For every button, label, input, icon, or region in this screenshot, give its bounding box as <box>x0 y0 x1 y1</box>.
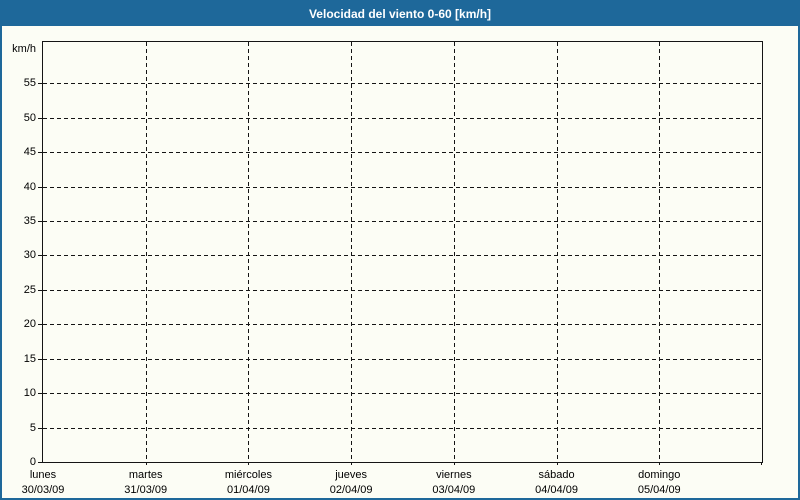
y-tick <box>38 358 42 360</box>
x-gridline <box>351 42 353 462</box>
y-tick-label: 15 <box>23 352 36 365</box>
x-day-label: martes <box>128 469 163 481</box>
x-date-label: 01/04/09 <box>227 484 270 496</box>
y-gridline <box>43 117 762 119</box>
x-day-label: sábado <box>538 469 575 481</box>
x-tick <box>145 462 147 465</box>
x-axis-label: sábado 04/04/09 <box>505 468 609 498</box>
x-gridline <box>659 42 661 462</box>
x-date-label: 04/04/09 <box>535 484 578 496</box>
y-gridline <box>43 324 762 326</box>
x-day-label: jueves <box>335 469 368 481</box>
y-tick-label: 35 <box>23 215 36 228</box>
y-tick-label: 50 <box>23 111 36 124</box>
x-date-label: 02/04/09 <box>329 484 373 496</box>
x-day-label: viernes <box>436 469 472 481</box>
x-tick <box>351 462 353 465</box>
y-gridline <box>43 358 762 360</box>
y-gridline <box>43 152 762 154</box>
chart-title: Velocidad del viento 0-60 [km/h] <box>308 7 492 21</box>
plot-area: 0 5 10 15 20 25 30 35 40 45 50 55 km/h lunes 30/03/09 m… <box>12 41 763 496</box>
y-tick <box>38 324 42 326</box>
y-tick-label: 10 <box>23 387 36 400</box>
x-tick <box>659 462 661 465</box>
y-tick-label: 45 <box>23 146 36 159</box>
x-axis-label: viernes 03/04/09 <box>402 468 506 498</box>
y-gridline <box>43 289 762 291</box>
y-gridline <box>43 427 762 429</box>
y-tick <box>38 393 42 395</box>
x-date-label: 31/03/09 <box>124 484 168 496</box>
x-day-label: miércoles <box>224 469 272 481</box>
x-gridline <box>145 42 147 462</box>
x-date-label: 30/03/09 <box>21 484 65 496</box>
y-gridline <box>43 255 762 257</box>
x-axis-label: domingo 05/04/09 <box>607 468 711 498</box>
y-gridline <box>43 393 762 395</box>
y-tick <box>38 152 42 154</box>
x-tick <box>556 462 558 465</box>
y-tick <box>38 289 42 291</box>
y-tick <box>38 221 42 223</box>
x-gridline <box>248 42 250 462</box>
y-tick <box>38 427 42 429</box>
x-tick-right-edge <box>761 462 762 465</box>
x-axis-label: lunes 30/03/09 <box>2 468 95 498</box>
y-tick <box>38 462 42 463</box>
x-axis-label: jueves 02/04/09 <box>299 468 403 498</box>
y-axis-unit-label: km/h <box>12 42 36 55</box>
x-tick <box>248 462 250 465</box>
y-tick <box>38 83 42 85</box>
x-axis-label: martes 31/03/09 <box>94 468 198 498</box>
y-tick-label: 20 <box>23 318 36 331</box>
x-gridline <box>556 42 558 462</box>
y-gridline <box>43 83 762 85</box>
y-tick-label: 0 <box>29 456 36 468</box>
chart-title-bar: Velocidad del viento 0-60 [km/h] <box>2 2 798 26</box>
y-gridline <box>43 186 762 188</box>
y-gridline <box>43 221 762 223</box>
y-tick <box>38 117 42 119</box>
y-tick-label: 55 <box>23 77 36 90</box>
y-tick <box>38 186 42 188</box>
x-date-label: 03/04/09 <box>432 484 476 496</box>
x-date-label: 05/04/09 <box>637 484 681 496</box>
x-day-label: domingo <box>638 469 681 481</box>
x-tick <box>453 462 455 465</box>
y-tick <box>38 255 42 257</box>
y-tick-label: 30 <box>23 249 36 262</box>
x-axis-label: miércoles 01/04/09 <box>196 468 300 498</box>
y-tick-label: 5 <box>29 421 36 434</box>
x-gridline <box>453 42 455 462</box>
y-tick-label: 40 <box>23 180 36 193</box>
y-tick-label: 25 <box>23 283 36 296</box>
x-day-label: lunes <box>29 469 57 481</box>
